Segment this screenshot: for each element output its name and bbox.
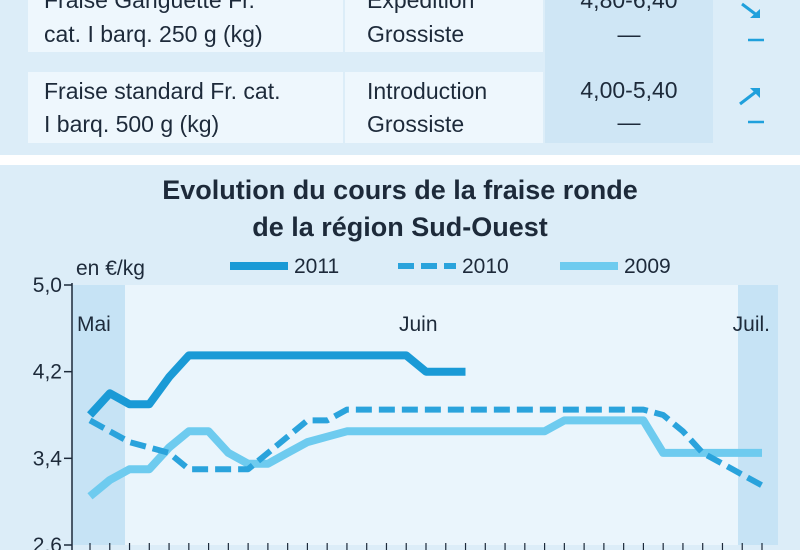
arrow-up-right-icon: [739, 88, 760, 106]
chart-title-line-2: de la région Sud-Ouest: [252, 212, 548, 242]
x-month-label: Mai: [77, 313, 111, 336]
price-dash: —: [617, 109, 641, 135]
table-row: [28, 72, 343, 143]
price-range: 4,80-6,40: [580, 0, 678, 13]
price-range: 4,00-5,40: [580, 77, 678, 103]
y-axis-label: en €/kg: [76, 257, 145, 280]
series-line-2010: [88, 406, 764, 489]
legend-label-2011: 2011: [294, 255, 339, 278]
y-tick-label: 5,0: [33, 274, 62, 297]
arrow-down-right-icon: [741, 2, 760, 18]
month-band-mai: [72, 285, 125, 545]
series-line-2011: [87, 351, 466, 418]
y-tick-label: 3,4: [33, 447, 63, 470]
product-name: cat. I barq. 250 g (kg): [44, 21, 263, 47]
chart-title-line-1: Evolution du cours de la fraise ronde: [162, 175, 638, 205]
market-stage: Expédition: [367, 0, 475, 13]
market-stage: Introduction: [367, 78, 488, 104]
y-tick-label: 4,2: [33, 361, 62, 384]
price-column: 4,80-6,40 — 4,00-5,40 —: [545, 0, 713, 143]
legend-label-2009: 2009: [624, 255, 671, 278]
price-dash: —: [617, 21, 641, 47]
x-month-label: Juin: [399, 313, 438, 336]
table-row: [28, 0, 343, 52]
series-line-2009: [87, 416, 762, 500]
market-stage: Grossiste: [367, 21, 465, 47]
market-stage: Grossiste: [367, 111, 465, 137]
product-name: I barq. 500 g (kg): [44, 111, 220, 137]
y-tick-label: 2,6: [33, 534, 62, 550]
month-band-juillet: [738, 285, 778, 545]
product-name: Fraise standard Fr. cat.: [44, 78, 281, 104]
x-month-label: Juil.: [733, 313, 770, 336]
product-name: Fraise Gariguette Fr.: [44, 0, 255, 13]
legend-label-2010: 2010: [462, 255, 509, 278]
price-table: Fraise Gariguette Fr. cat. I barq. 250 g…: [0, 0, 800, 155]
